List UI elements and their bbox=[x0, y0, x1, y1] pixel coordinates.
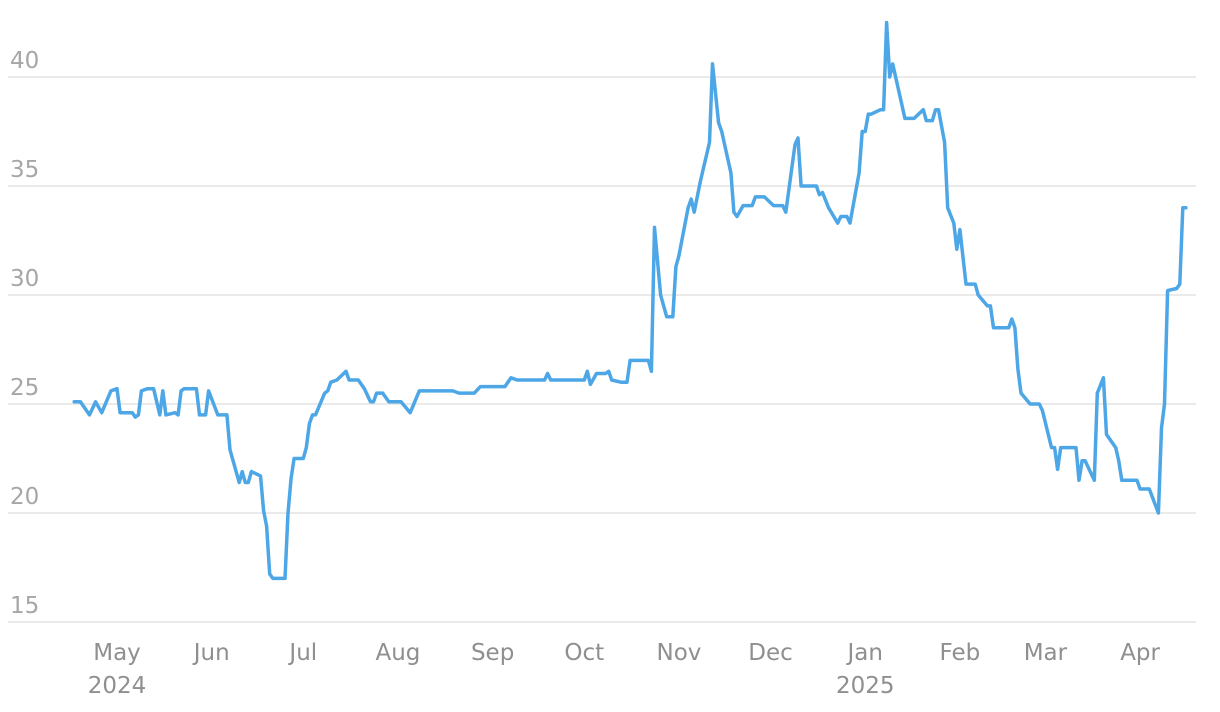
x-tick-label: Mar bbox=[1024, 640, 1068, 666]
series-line bbox=[72, 20, 1188, 581]
y-tick-label: 30 bbox=[10, 266, 39, 292]
x-tick-label: Jul bbox=[287, 640, 317, 666]
y-tick-label: 20 bbox=[10, 484, 39, 510]
x-axis-ticks: May 2024 Jun Jul Aug Sep Oct Nov Dec Jan 2025 Feb Ma… bbox=[88, 640, 1161, 699]
y-tick-label: 40 bbox=[10, 48, 39, 74]
x-tick-label: Dec bbox=[748, 640, 793, 666]
x-tick-label: Feb bbox=[940, 640, 981, 666]
x-tick-label: Nov bbox=[656, 640, 701, 666]
y-tick-label: 25 bbox=[10, 375, 39, 401]
x-tick-label: Jun bbox=[192, 640, 230, 666]
x-tick-label: May bbox=[93, 640, 141, 666]
y-tick-label: 35 bbox=[10, 157, 39, 183]
x-tick-year-label: 2025 bbox=[836, 673, 895, 699]
x-tick-label: Aug bbox=[376, 640, 421, 666]
x-tick-label: Oct bbox=[564, 640, 604, 666]
x-tick-year-label: 2024 bbox=[88, 673, 147, 699]
x-tick-label: Apr bbox=[1120, 640, 1160, 666]
x-tick-label: Jan bbox=[845, 640, 882, 666]
y-axis-ticks: 15 20 25 30 35 40 bbox=[10, 48, 39, 619]
y-tick-label: 15 bbox=[10, 593, 39, 619]
x-tick-label: Sep bbox=[471, 640, 514, 666]
